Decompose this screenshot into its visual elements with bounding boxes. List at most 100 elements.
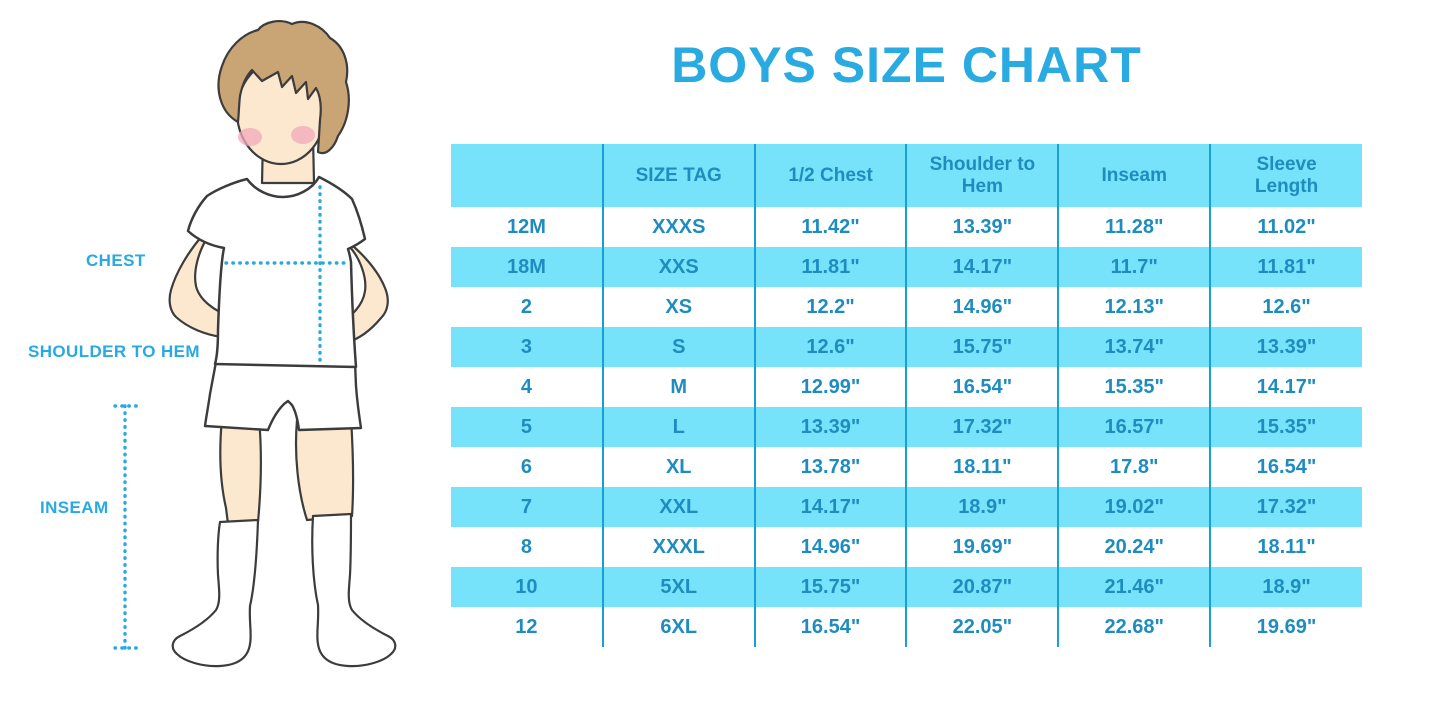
page-title: BOYS SIZE CHART (671, 37, 1142, 93)
measurement-cell: 12.2" (753, 287, 907, 327)
boy-cheeks (238, 126, 315, 146)
table-row: 6 XL 13.78" 18.11" 17.8" 16.54" (451, 447, 1362, 487)
table-row: 5 L 13.39" 17.32" 16.57" 15.35" (451, 407, 1362, 447)
measurement-cell: S (601, 327, 755, 367)
chest-label: CHEST (86, 251, 146, 270)
measurement-cell: 5XL (601, 567, 755, 607)
measurement-cell: 15.75" (753, 567, 907, 607)
measurement-cell: 18.9" (905, 487, 1059, 527)
size-cell: 10 (515, 575, 538, 598)
table-row: 10 5XL 15.75" 20.87" 21.46" 18.9" (451, 567, 1362, 607)
measurement-cell: 11.42" (753, 207, 907, 247)
measurement-figure: CHEST SHOULDER TO HEM INSEAM (0, 0, 450, 723)
measurement-cell: 18.11" (905, 447, 1059, 487)
measurement-cell: 22.05" (905, 607, 1059, 647)
size-cell: 3 (520, 335, 532, 358)
measurement-cell: 16.54" (905, 367, 1059, 407)
boy-legs (219, 416, 355, 526)
boy-illustration (113, 20, 397, 668)
column-header: Shoulder to Hem (905, 144, 1059, 207)
inseam-measure-line (113, 404, 143, 650)
measurement-cell: 15.35" (1057, 367, 1211, 407)
measurement-cell: 11.81" (753, 247, 907, 287)
measurement-cell: 11.7" (1057, 247, 1211, 287)
measurement-cell: 14.17" (753, 487, 907, 527)
measurement-cell: XS (601, 287, 755, 327)
shoulder-to-hem-label: SHOULDER TO HEM (28, 342, 200, 361)
measurement-cell: 14.17" (905, 247, 1059, 287)
measurement-cell: 17.32" (905, 407, 1059, 447)
size-cell: 2 (520, 295, 532, 318)
measurement-cell: 11.02" (1209, 207, 1362, 247)
table-row: 7 XXL 14.17" 18.9" 19.02" 17.32" (451, 487, 1362, 527)
measurement-cell: 14.96" (905, 287, 1059, 327)
measurement-cell: 16.57" (1057, 407, 1211, 447)
boy-shorts (203, 360, 363, 432)
measurement-cell: 12.6" (1209, 287, 1362, 327)
measurement-cell: 22.68" (1057, 607, 1211, 647)
measurement-cell: 12.99" (753, 367, 907, 407)
size-cell: 6 (520, 455, 532, 478)
measurement-cell: 13.39" (1209, 327, 1362, 367)
size-cell: 12M (506, 215, 546, 238)
size-table-body: 12M XXXS 11.42" 13.39" 11.28" 11.02" 18M XXS 11.… (451, 207, 1362, 647)
measurement-cell: 18.9" (1209, 567, 1362, 607)
measurement-cell: 13.39" (905, 207, 1059, 247)
measurement-cell: M (601, 367, 755, 407)
size-cell: 4 (520, 375, 532, 398)
measurement-cell: 17.8" (1057, 447, 1211, 487)
table-row: 2 XS 12.2" 14.96" 12.13" 12.6" (451, 287, 1362, 327)
measurement-cell: 12.13" (1057, 287, 1211, 327)
size-cell: 18M (506, 255, 546, 278)
measurement-cell: 13.78" (753, 447, 907, 487)
boy-shirt (186, 175, 367, 369)
column-header: Inseam (1057, 144, 1211, 207)
measurement-cell: 20.87" (905, 567, 1059, 607)
measurement-cell: L (601, 407, 755, 447)
column-header: 1/2 Chest (753, 144, 907, 207)
table-row: 8 XXXL 14.96" 19.69" 20.24" 18.11" (451, 527, 1362, 567)
column-header: SIZE TAG (601, 144, 755, 207)
measurement-cell: XXXS (601, 207, 755, 247)
measurement-cell: 15.35" (1209, 407, 1362, 447)
boy-socks (171, 512, 397, 668)
boy-hair (217, 20, 350, 155)
size-table-header: SIZE TAG 1/2 Chest Shoulder to Hem Inseam Sl… (451, 144, 1362, 207)
measurement-cell: 19.69" (905, 527, 1059, 567)
table-row: 4 M 12.99" 16.54" 15.35" 14.17" (451, 367, 1362, 407)
measurement-cell: 6XL (601, 607, 755, 647)
column-header (451, 144, 603, 207)
measurement-cell: XXXL (601, 527, 755, 567)
measurement-cell: 13.39" (753, 407, 907, 447)
inseam-label: INSEAM (40, 498, 109, 517)
size-table: SIZE TAG 1/2 Chest Shoulder to Hem Inseam Sl… (451, 144, 1362, 647)
table-row: 12M XXXS 11.42" 13.39" 11.28" 11.02" (451, 207, 1362, 247)
measurement-cell: 16.54" (753, 607, 907, 647)
measurement-cell: 19.02" (1057, 487, 1211, 527)
measurement-cell: 18.11" (1209, 527, 1362, 567)
measurement-cell: 17.32" (1209, 487, 1362, 527)
measurement-cell: XXS (601, 247, 755, 287)
measurement-cell: 11.28" (1057, 207, 1211, 247)
measurement-cell: 21.46" (1057, 567, 1211, 607)
measurement-cell: 19.69" (1209, 607, 1362, 647)
measurement-cell: 13.74" (1057, 327, 1211, 367)
header-row: SIZE TAG 1/2 Chest Shoulder to Hem Inseam Sl… (451, 144, 1362, 207)
size-cell: 7 (520, 495, 532, 518)
size-cell: 12 (515, 615, 538, 638)
measurement-cell: 14.17" (1209, 367, 1362, 407)
size-cell: 8 (520, 535, 532, 558)
table-row: 18M XXS 11.81" 14.17" 11.7" 11.81" (451, 247, 1362, 287)
measurement-cell: XL (601, 447, 755, 487)
measurement-cell: 20.24" (1057, 527, 1211, 567)
measurement-cell: 16.54" (1209, 447, 1362, 487)
size-cell: 5 (520, 415, 532, 438)
table-row: 3 S 12.6" 15.75" 13.74" 13.39" (451, 327, 1362, 367)
measurement-cell: XXL (601, 487, 755, 527)
table-row: 12 6XL 16.54" 22.05" 22.68" 19.69" (451, 607, 1362, 647)
measurement-cell: 11.81" (1209, 247, 1362, 287)
measurement-cell: 14.96" (753, 527, 907, 567)
measurement-cell: 12.6" (753, 327, 907, 367)
measurement-cell: 15.75" (905, 327, 1059, 367)
